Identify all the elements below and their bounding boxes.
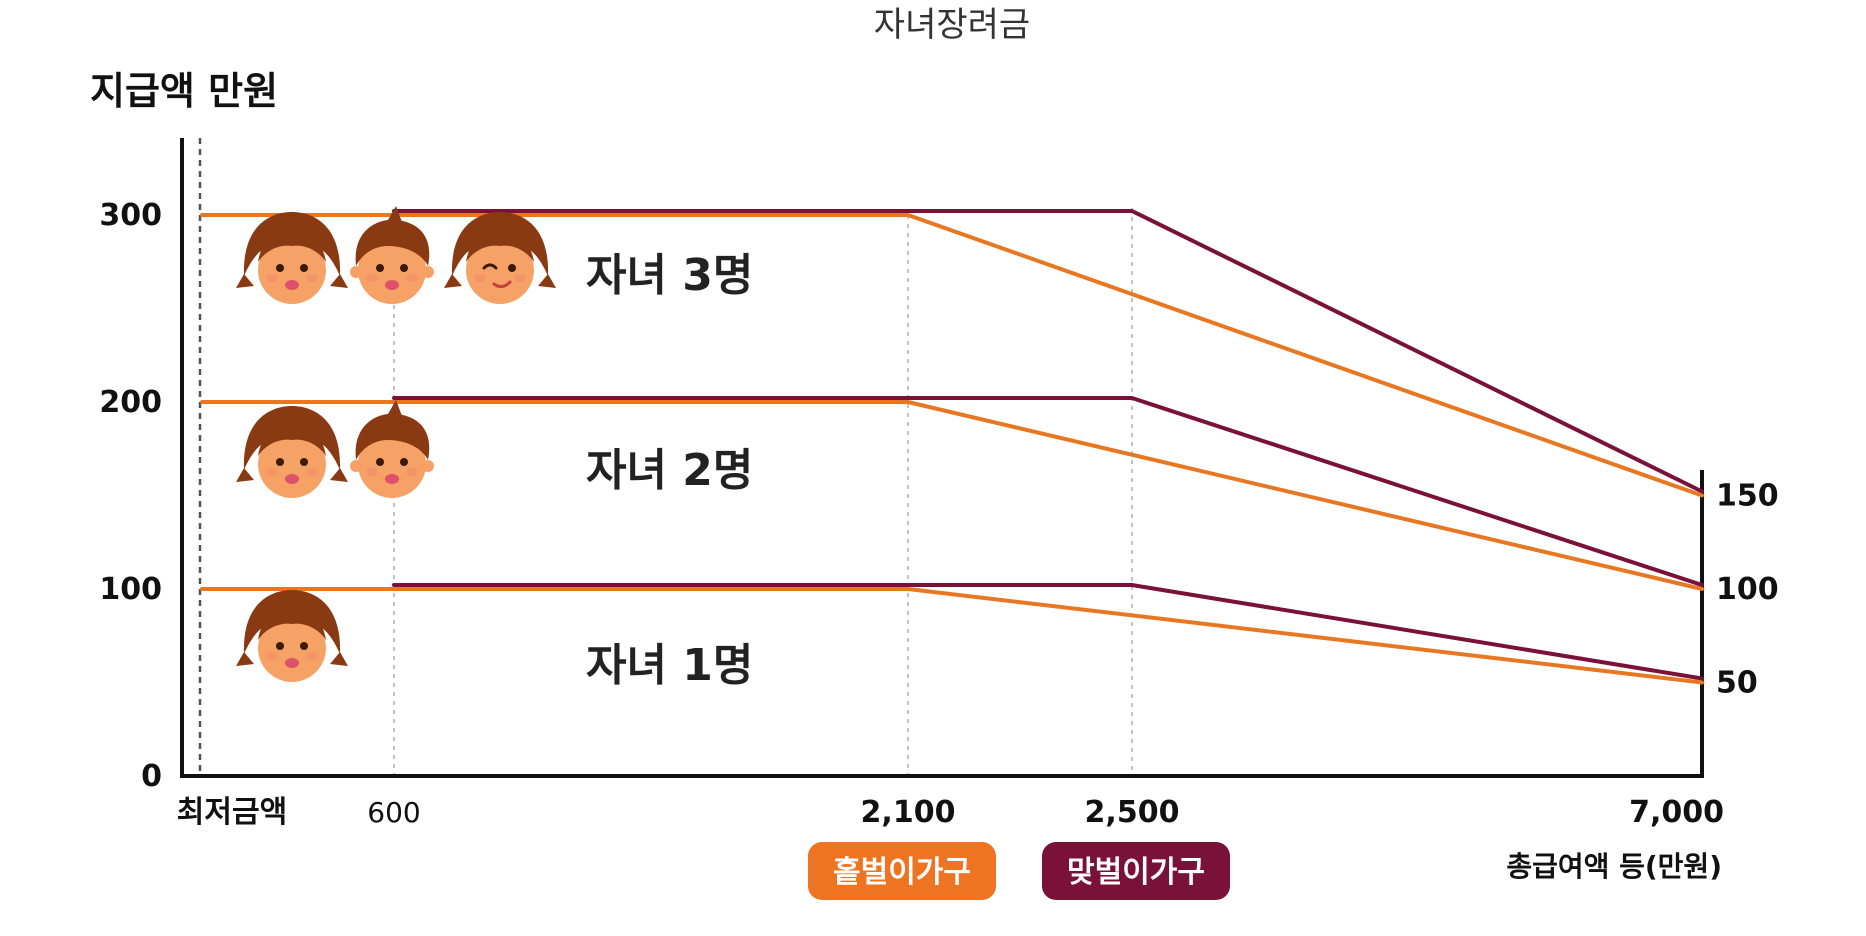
x-tick-label: 2,500 [1085, 795, 1180, 830]
labels: 0 100 200 300 150 100 50 최저금액 600 2,100 2,500 7,000… [99, 198, 1778, 883]
series-line-dual-1 [392, 209, 1704, 494]
series-line-dual-3 [392, 583, 1704, 681]
x-tick-label: 최저금액 [177, 795, 287, 830]
legend-swatch-dual [1042, 842, 1230, 900]
legend-swatch-single [808, 842, 996, 900]
series-line-single-1 [200, 213, 1704, 498]
y-tick-label: 0 [141, 759, 162, 794]
girl-face-icon [236, 590, 348, 682]
legend-label-single: 홑벌이가구 [833, 855, 971, 890]
x-tick-label: 7,000 [1629, 795, 1724, 830]
group-label: 자녀 3명 [586, 250, 753, 301]
x-tick-label: 2,100 [861, 795, 956, 830]
winking-girl-face-icon [444, 212, 556, 304]
axes [180, 138, 1704, 778]
right-tick-label: 100 [1716, 572, 1779, 607]
y-tick-label: 300 [99, 198, 162, 233]
series-line-single-2 [200, 400, 1704, 591]
boy-face-icon [350, 400, 434, 498]
boy-face-icon [350, 206, 434, 304]
series-line-single-3 [200, 587, 1704, 685]
x-tick-label: 600 [367, 796, 420, 829]
y-axis-title: 지급액 만원 [90, 69, 278, 113]
group-label: 자녀 1명 [586, 640, 753, 691]
girl-face-icon [236, 406, 348, 498]
series-lines [200, 209, 1704, 685]
y-tick-label: 200 [99, 385, 162, 420]
x-axis-title: 총급여액 등(만원) [1506, 850, 1722, 883]
chart-title: 자녀장려금 [874, 5, 1030, 45]
y-tick-label: 100 [99, 572, 162, 607]
right-tick-label: 150 [1716, 479, 1779, 514]
series-line-dual-2 [392, 396, 1704, 587]
girl-face-icon [236, 212, 348, 304]
group-label: 자녀 2명 [586, 445, 753, 496]
children-icons [236, 206, 556, 682]
right-tick-label: 50 [1716, 666, 1758, 701]
legend-label-dual: 맞벌이가구 [1067, 855, 1205, 890]
legend: 홑벌이가구 맞벌이가구 [808, 842, 1230, 900]
